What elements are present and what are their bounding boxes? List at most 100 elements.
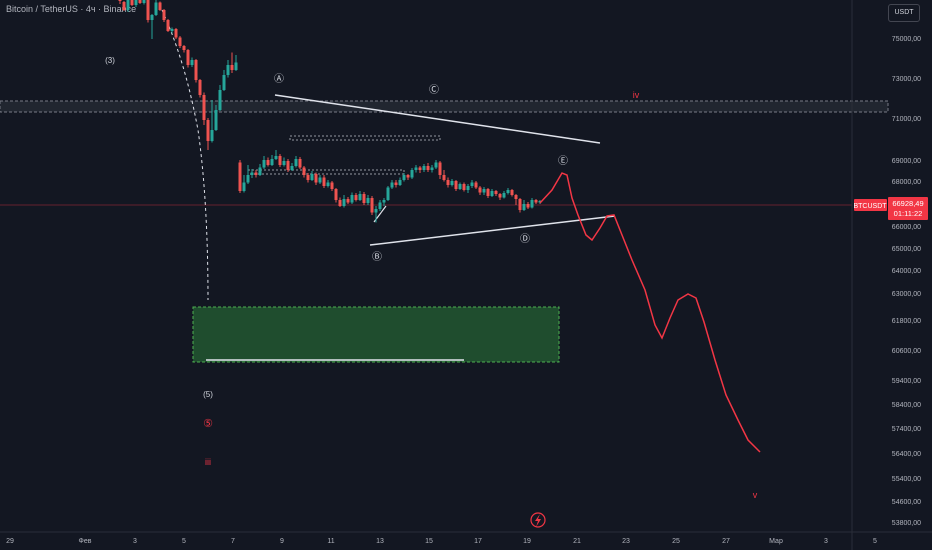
time-tick-label: 27 xyxy=(722,538,730,545)
candle-body xyxy=(214,110,218,130)
candle-body xyxy=(162,10,166,20)
time-tick-label: 25 xyxy=(672,538,680,545)
candle-body xyxy=(506,190,510,193)
candle-body xyxy=(190,60,194,65)
candle-body xyxy=(250,172,254,175)
candle-body xyxy=(154,2,158,15)
candle-body xyxy=(342,199,346,206)
wave-label-E: Ⓔ xyxy=(558,155,568,167)
candle-body xyxy=(158,2,162,10)
currency-selector[interactable]: USDT xyxy=(888,4,920,22)
price-tick-label: 65000,00 xyxy=(892,246,921,253)
candle-body xyxy=(270,159,274,165)
dashed-curve xyxy=(161,9,209,301)
candle-body xyxy=(466,186,470,190)
time-axis[interactable]: 29 Фев 3 5 7 9 11 13 15 17 19 21 23 25 27 Мар 3 5 xyxy=(0,531,932,545)
time-tick-label: 9 xyxy=(280,538,284,545)
candle-body xyxy=(394,182,398,185)
candle-body xyxy=(310,174,314,180)
candle-body xyxy=(470,182,474,186)
wave-label-3: (3) xyxy=(105,56,115,65)
price-tick-label: 60600,00 xyxy=(892,348,921,355)
candle-body xyxy=(386,187,390,200)
candle-body xyxy=(150,15,154,20)
candle-body xyxy=(482,189,486,193)
candle-body xyxy=(538,201,542,203)
candle-body xyxy=(434,162,438,168)
candle-body xyxy=(414,167,418,170)
candle-body xyxy=(426,166,430,170)
candle-body xyxy=(206,120,210,141)
price-tick-label: 63000,00 xyxy=(892,291,921,298)
candle-body xyxy=(422,166,426,170)
price-tick-label: 54600,00 xyxy=(892,499,921,506)
price-tick-label: 58400,00 xyxy=(892,402,921,409)
candle-body xyxy=(182,46,186,50)
price-tick-label: 69000,00 xyxy=(892,158,921,165)
price-tick-label: 59400,00 xyxy=(892,378,921,385)
candle-body xyxy=(390,182,394,188)
candle-body xyxy=(490,191,494,196)
candle-body xyxy=(518,199,522,210)
wave-label-iv: iv xyxy=(633,90,640,100)
dotted-box-upper xyxy=(289,135,441,141)
candle-body xyxy=(438,162,442,175)
candle-body xyxy=(286,161,290,170)
candle-body xyxy=(202,95,206,120)
dotted-box-lower xyxy=(247,169,405,175)
candle-body xyxy=(322,177,326,186)
candle-body xyxy=(230,65,234,70)
candle-body xyxy=(406,175,410,178)
wave-label-C: Ⓒ xyxy=(429,84,439,96)
candle-body xyxy=(306,175,310,180)
candle-body xyxy=(526,204,530,208)
triangle-upper-line xyxy=(274,94,601,144)
candle-body xyxy=(338,200,342,206)
wave-label-5: (5) xyxy=(203,390,213,399)
candle-body xyxy=(458,184,462,189)
price-tick-label: 55400,00 xyxy=(892,476,921,483)
candle-body xyxy=(254,172,258,175)
price-tick-label: 56400,00 xyxy=(892,451,921,458)
candle-body xyxy=(130,0,134,5)
candle-body xyxy=(118,0,122,1)
candle-body xyxy=(246,175,250,183)
candle-body xyxy=(138,0,142,3)
wave-label-iii: iii xyxy=(205,457,211,467)
candle-body xyxy=(354,195,358,200)
candle-body xyxy=(194,60,198,80)
candle-body xyxy=(166,20,170,31)
candle-body xyxy=(530,200,534,208)
wave-label-v: v xyxy=(753,490,758,500)
candle-body xyxy=(282,161,286,165)
candle-body xyxy=(514,195,518,199)
time-tick-label: 23 xyxy=(622,538,630,545)
candle-body xyxy=(366,198,370,203)
time-tick-label: Фев xyxy=(79,538,92,545)
candle-body xyxy=(134,0,138,5)
demand-zone xyxy=(192,306,560,363)
chart-title: Bitcoin / TetherUS · 4ч · Binance xyxy=(6,4,137,14)
candle-body xyxy=(510,190,514,195)
candle-body xyxy=(318,177,322,183)
price-axis[interactable]: 75000,00 73000,00 71000,00 69000,00 68000,00… xyxy=(851,0,921,550)
lightning-icon[interactable] xyxy=(530,512,546,528)
candle-body xyxy=(454,181,458,189)
candle-body xyxy=(170,29,174,31)
candle-body xyxy=(266,160,270,165)
price-tick-label: 57400,00 xyxy=(892,426,921,433)
candle-body xyxy=(278,156,282,165)
candle-body xyxy=(186,50,190,65)
candle-body xyxy=(486,189,490,196)
candle-body xyxy=(262,160,266,168)
candle-body xyxy=(234,62,238,70)
wave-label-5-circle: ⑤ xyxy=(203,418,213,430)
candle-body xyxy=(418,167,422,170)
wave-label-B: Ⓑ xyxy=(372,251,382,263)
candle-body xyxy=(242,182,246,191)
time-tick-label: 3 xyxy=(824,538,828,545)
candle-body xyxy=(210,130,214,141)
price-tick-label: 61800,00 xyxy=(892,318,921,325)
current-price-tag: BTCUSDT 66928,49 01:11:22 xyxy=(853,197,928,220)
